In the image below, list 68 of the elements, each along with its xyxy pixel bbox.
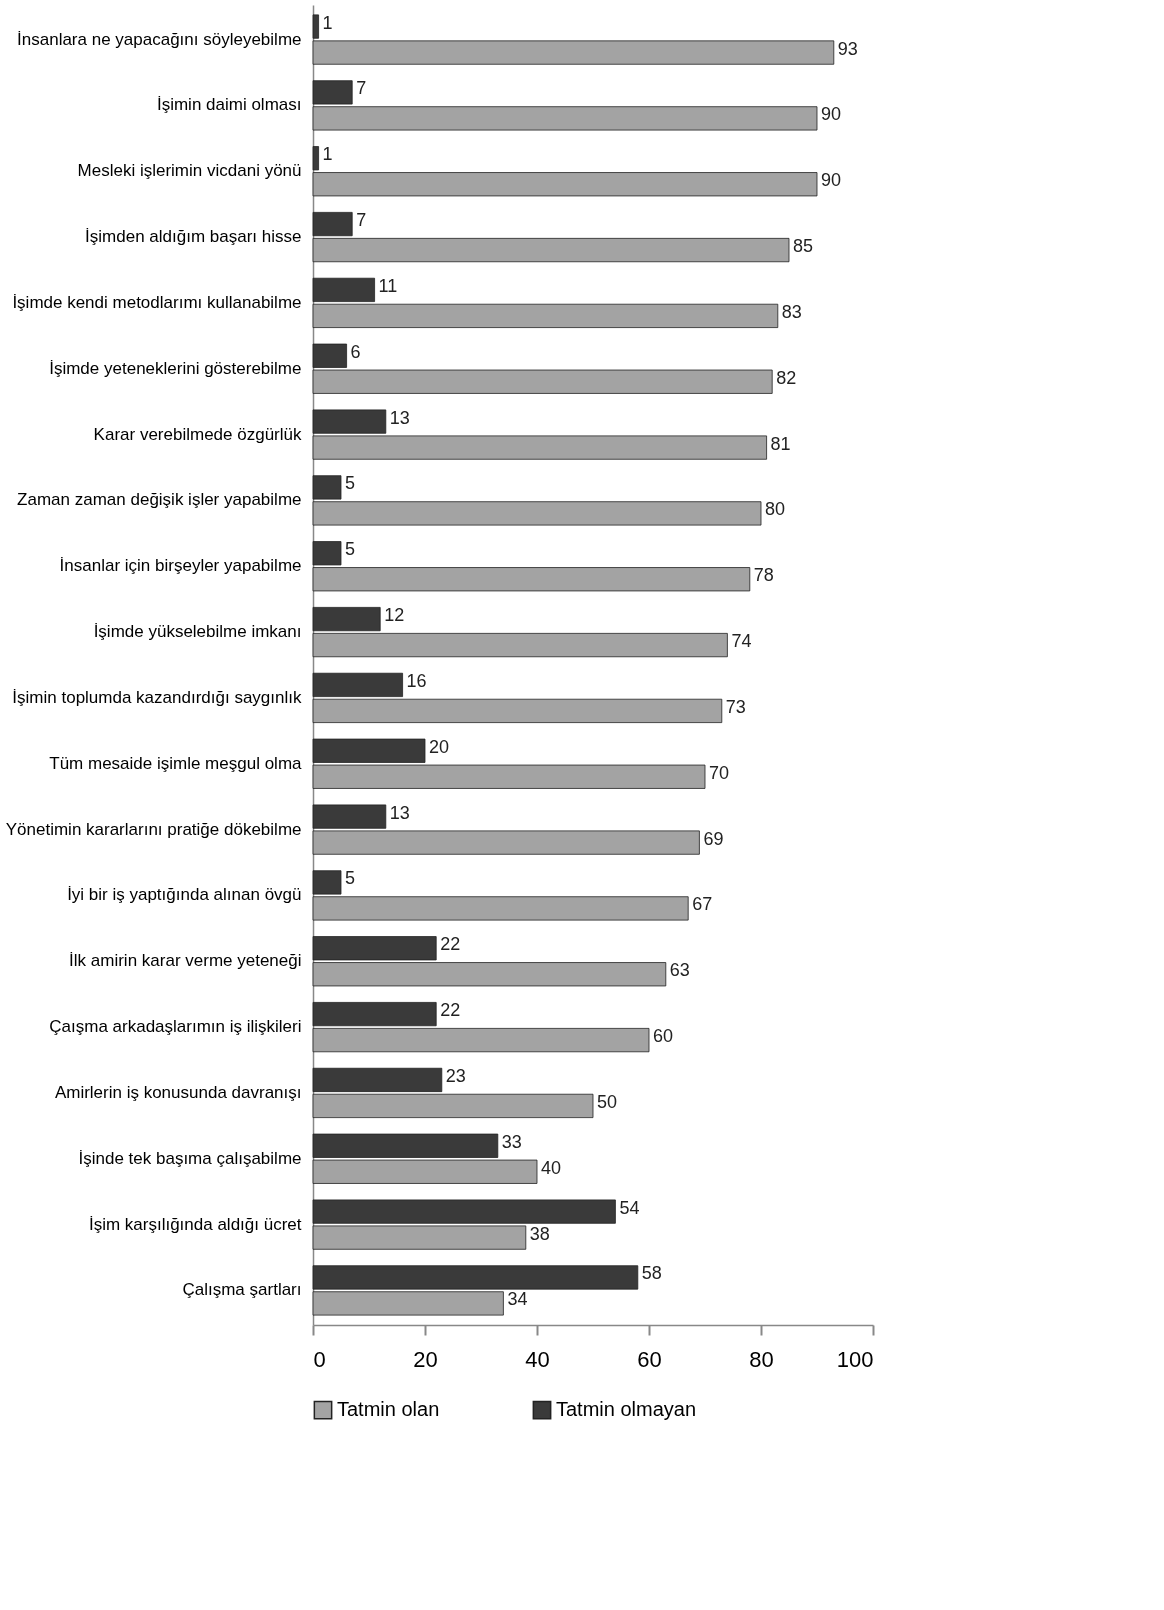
y-tick-label: Çaışma arkadaşlarımın iş ilişkileri (49, 1017, 302, 1037)
y-tick-label: Tüm mesaide işimle meşgul olma (49, 753, 303, 773)
data-label: 85 (793, 236, 814, 257)
y-tick-label: İşimin daimi olması (156, 95, 302, 115)
data-label: 80 (765, 499, 786, 520)
y-tick-label: Yönetimin kararlarını pratiğe dökebilme (5, 819, 302, 839)
data-label: 6 (350, 341, 361, 362)
x-tick-label: 20 (413, 1346, 438, 1372)
x-tick-label: 80 (749, 1346, 774, 1372)
data-label: 11 (378, 275, 398, 296)
y-tick-label: İşimde yükselebilme imkanı (93, 622, 302, 642)
y-tick-label: İşimin toplumda kazandırdığı saygınlık (12, 687, 302, 707)
data-label: 40 (541, 1157, 562, 1178)
data-label: 7 (356, 78, 367, 99)
data-label: 5 (345, 473, 356, 494)
data-label: 58 (641, 1263, 662, 1284)
data-label: 20 (429, 736, 450, 757)
y-tick-label: İşimde kendi metodlarımı kullanabilme (12, 292, 302, 312)
y-tick-label: İlk amirin karar verme yeteneği (69, 951, 302, 971)
data-label: 70 (709, 762, 730, 783)
data-label: 1 (322, 12, 333, 33)
data-label: 5 (345, 868, 356, 889)
y-tick-label: İnsanlara ne yapacağını söyleyebilme (17, 29, 302, 49)
data-label: 13 (389, 407, 410, 428)
y-tick-label: Mesleki işlerimin vicdani yönü (77, 161, 302, 181)
y-tick-label: İşinde tek başıma çalışabilme (78, 1148, 302, 1168)
data-label: 34 (507, 1289, 528, 1310)
y-tick-label: Zaman zaman değişik işler yapabilme (17, 490, 302, 510)
data-label: 22 (440, 1000, 461, 1021)
data-label: 5 (345, 539, 356, 560)
data-label: 69 (703, 828, 724, 849)
data-label: 13 (389, 802, 410, 823)
data-label: 81 (770, 433, 791, 454)
data-label: 90 (821, 104, 842, 125)
data-label: 33 (501, 1131, 522, 1152)
data-label: 78 (753, 565, 774, 586)
data-label: 1 (322, 144, 333, 165)
data-label: 90 (821, 170, 842, 191)
x-tick-label: 60 (637, 1346, 662, 1372)
x-tick-label: 40 (525, 1346, 550, 1372)
y-tick-label: İnsanlar için birşeyler yapabilme (59, 556, 302, 576)
y-tick-label: Çalışma şartları (182, 1280, 302, 1300)
data-label: 16 (406, 670, 427, 691)
data-label: 82 (776, 367, 797, 388)
data-label: 12 (384, 605, 405, 626)
data-label: 54 (619, 1197, 640, 1218)
data-label: 67 (692, 894, 713, 915)
data-label: 60 (653, 1026, 674, 1047)
data-label: 93 (837, 38, 858, 59)
data-label: 73 (725, 696, 746, 717)
x-tick-label: 100 (836, 1346, 874, 1372)
data-label: 63 (669, 960, 690, 981)
data-label: 22 (440, 934, 461, 955)
legend-label: Tatmin olan (337, 1398, 440, 1421)
y-tick-label: İşimden aldığım başarı hisse (85, 227, 302, 247)
data-label: 74 (731, 631, 752, 652)
data-label: 7 (356, 210, 367, 231)
y-tick-label: İşim karşılığında aldığı ücret (88, 1214, 302, 1234)
data-label: 23 (445, 1065, 466, 1086)
data-label: 83 (781, 301, 802, 322)
y-tick-label: İşimde yeteneklerini gösterebilme (49, 358, 302, 378)
y-tick-label: Amirlerin iş konusunda davranışı (54, 1082, 302, 1102)
x-tick-label: 0 (313, 1346, 326, 1372)
legend-label: Tatmin olmayan (556, 1398, 697, 1421)
data-label: 38 (529, 1223, 550, 1244)
data-label: 50 (597, 1091, 618, 1112)
y-tick-label: Karar verebilmede özgürlük (93, 424, 302, 444)
y-tick-label: İyi bir iş yaptığında alınan övgü (67, 885, 302, 905)
